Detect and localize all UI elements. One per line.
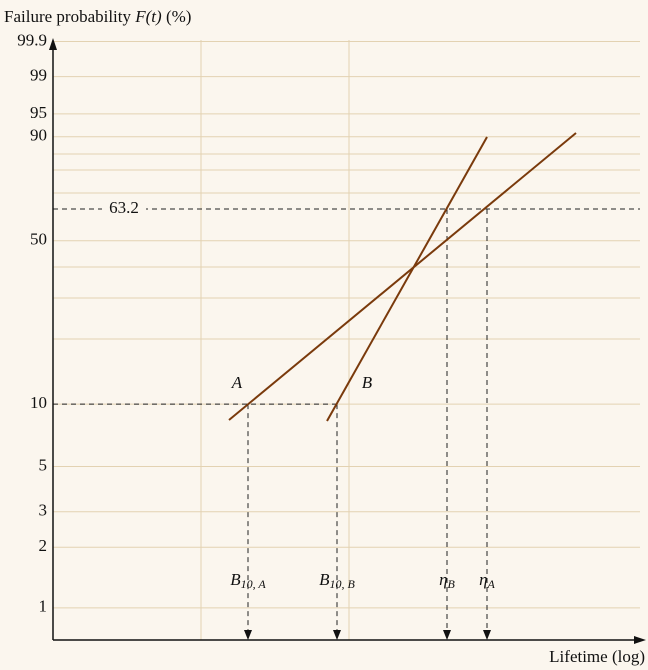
drop-arrow	[333, 630, 341, 640]
marker-subscript: A	[487, 577, 496, 591]
y-tick-label: 90	[30, 126, 47, 145]
marker-label: ηA	[479, 570, 495, 591]
y-tick-label: 5	[39, 455, 48, 474]
y-tick-label: 50	[30, 230, 47, 249]
axis-arrow	[49, 38, 57, 50]
marker-symbol: B	[230, 570, 241, 589]
marker-subscript: 10, B	[330, 577, 356, 591]
marker-label: ηB	[439, 570, 455, 591]
curve-label: A	[231, 373, 243, 392]
y-tick-label: 2	[39, 536, 48, 555]
curve-b	[326, 136, 488, 422]
y-tick-label: 3	[39, 501, 48, 520]
y-tick-label: 95	[30, 103, 47, 122]
marker-subscript: B	[448, 577, 456, 591]
title-variable: F(t)	[134, 7, 162, 26]
drop-arrow	[244, 630, 252, 640]
marker-symbol: η	[439, 570, 447, 589]
reference-label: 63.2	[109, 198, 139, 217]
grid	[53, 40, 640, 640]
y-tick-label: 10	[30, 393, 47, 412]
title-unit: (%)	[162, 7, 192, 26]
marker-symbol: η	[479, 570, 487, 589]
drop-arrow	[483, 630, 491, 640]
curve-label: B	[362, 373, 373, 392]
label-background	[102, 200, 146, 219]
y-tick-label: 99	[30, 65, 47, 84]
marker-label: B10, A	[230, 570, 266, 591]
curve-a	[228, 132, 577, 421]
x-axis-title: Lifetime (log)	[549, 647, 645, 666]
marker-subscript: 10, A	[241, 577, 267, 591]
y-tick-label: 99.9	[17, 30, 47, 49]
y-tick-label: 1	[39, 597, 48, 616]
marker-symbol: B	[319, 570, 330, 589]
marker-label: B10, B	[319, 570, 355, 591]
y-axis-title: Failure probability F(t) (%)	[4, 7, 191, 26]
title-text: Failure probability	[4, 7, 135, 26]
drop-arrow	[443, 630, 451, 640]
axis-arrow	[634, 636, 646, 644]
